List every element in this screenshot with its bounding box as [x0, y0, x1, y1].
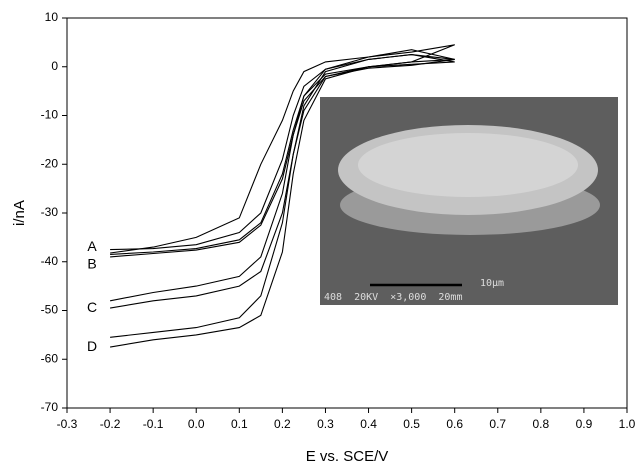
y-tick-label: 0 [51, 59, 58, 73]
inset-info: 408 20KV ×3,000 20mm [324, 292, 462, 303]
series-label: B [87, 256, 96, 272]
series-label: D [87, 338, 97, 354]
x-tick-label: -0.2 [100, 417, 121, 431]
x-tick-label: -0.3 [57, 417, 78, 431]
x-tick-label: 1.0 [619, 417, 636, 431]
x-tick-label: 0.1 [231, 417, 248, 431]
y-tick-label: -20 [41, 156, 59, 170]
x-tick-label: 0.7 [489, 417, 506, 431]
inset-image: 10μm 408 20KV ×3,000 20mm [320, 97, 618, 305]
y-tick-label: -60 [41, 351, 59, 365]
series-label: C [87, 299, 97, 315]
y-tick-label: -70 [41, 400, 59, 414]
inset-scale-label: 10μm [480, 278, 504, 289]
y-tick-label: 10 [45, 10, 59, 24]
y-axis-title: i/nA [11, 200, 28, 226]
series-line [110, 54, 455, 255]
series-line [110, 54, 455, 348]
series-label: A [87, 238, 97, 254]
y-tick-label: -40 [41, 254, 59, 268]
x-axis-title: E vs. SCE/V [306, 448, 389, 465]
x-tick-label: 0.5 [403, 417, 420, 431]
x-tick-label: 0.4 [360, 417, 377, 431]
x-tick-label: 0.2 [274, 417, 291, 431]
x-tick-label: 0.9 [576, 417, 593, 431]
y-tick-label: -50 [41, 303, 59, 317]
inset-disk-highlight [358, 133, 578, 197]
series-line [109, 44, 455, 309]
y-tick-label: -30 [41, 205, 59, 219]
x-tick-label: 0.0 [188, 417, 205, 431]
x-tick-label: -0.1 [143, 417, 164, 431]
y-tick-label: -10 [41, 108, 59, 122]
x-tick-label: 0.6 [446, 417, 463, 431]
x-tick-label: 0.3 [317, 417, 334, 431]
x-tick-label: 0.8 [533, 417, 550, 431]
